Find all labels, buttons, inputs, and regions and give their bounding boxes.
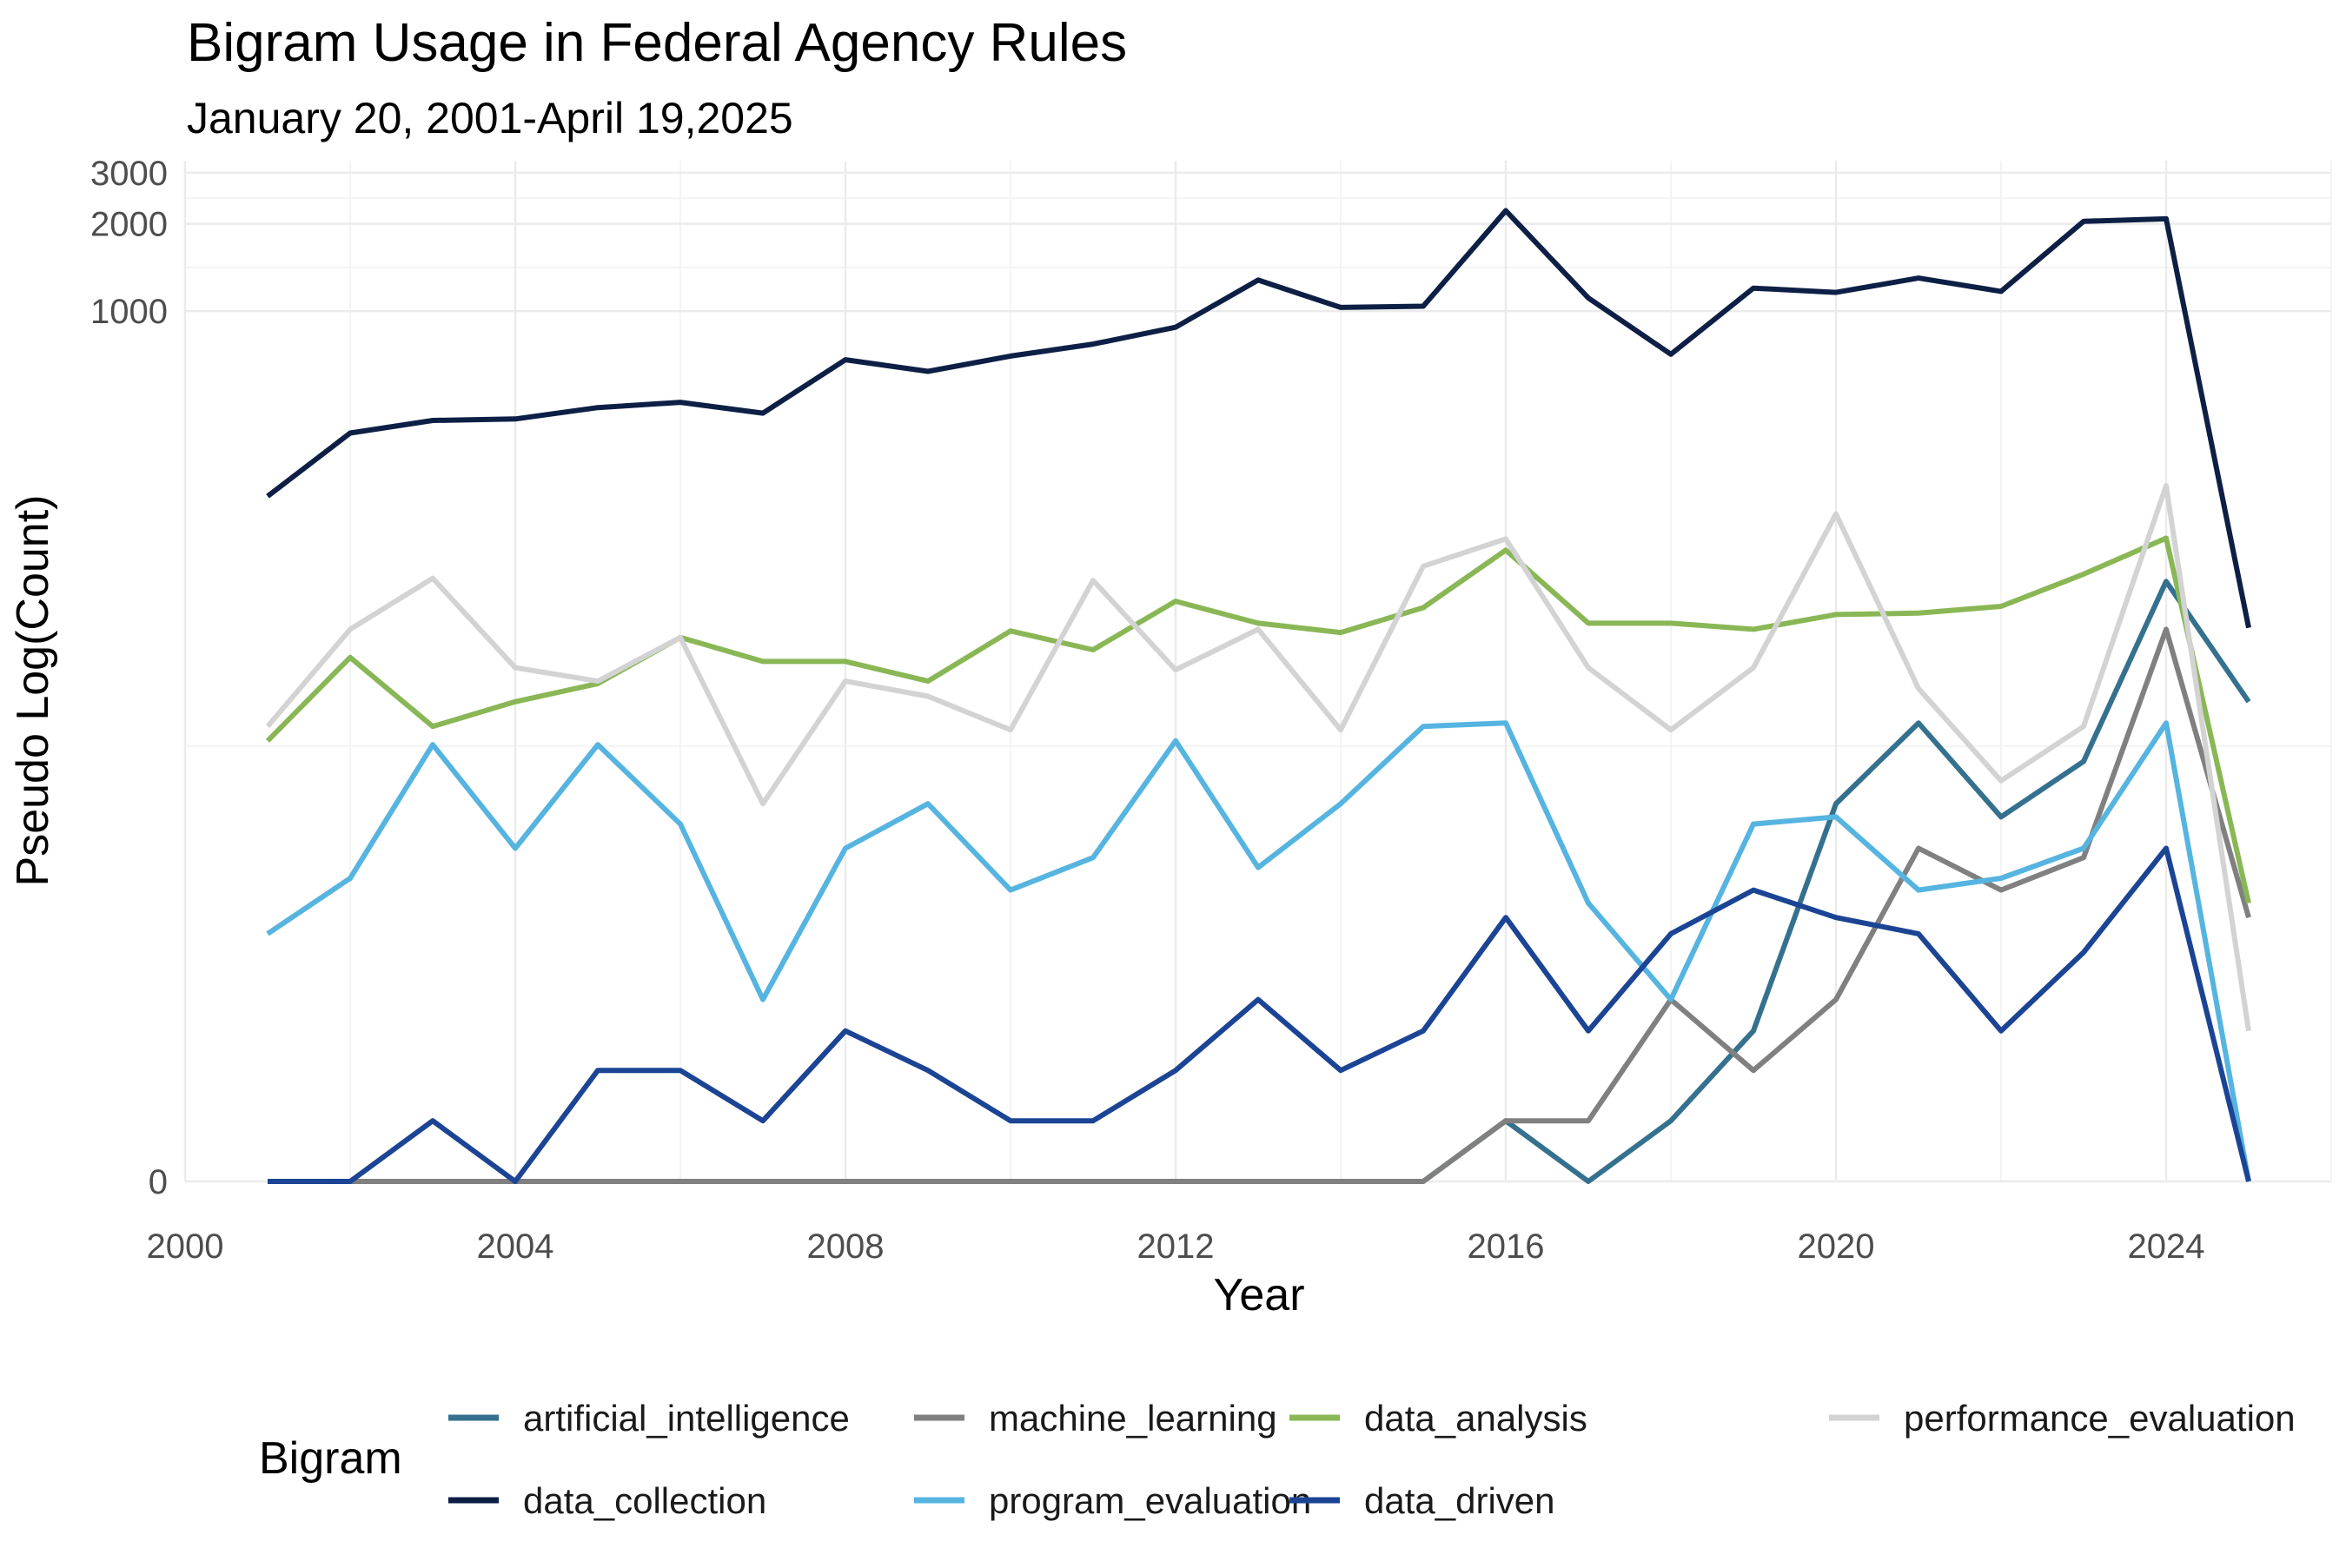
- legend-label-machine-learning: machine_learning: [989, 1398, 1277, 1439]
- y-tick-label: 2000: [90, 206, 168, 244]
- legend-title: Bigram: [259, 1433, 402, 1484]
- legend: artificial_intelligence data_collection ma…: [448, 1398, 2296, 1521]
- chart-title: Bigram Usage in Federal Agency Rules: [187, 13, 1127, 73]
- y-tick-label: 1000: [90, 293, 168, 331]
- legend-label-performance-evaluation: performance_evaluation: [1904, 1398, 2296, 1439]
- legend-label-data-analysis: data_analysis: [1364, 1398, 1587, 1439]
- x-tick-label: 2020: [1798, 1227, 1875, 1266]
- x-tick-label: 2012: [1137, 1227, 1215, 1266]
- x-tick-label: 2024: [2128, 1227, 2205, 1266]
- x-tick-label: 2000: [147, 1227, 224, 1266]
- series-line-data-analysis: [265, 535, 2251, 904]
- axis-ticks: 2000 2004 2008 2012 2016 2020 2024 0 1000 2000 300…: [90, 155, 2204, 1266]
- series-line-data-driven: [268, 845, 2251, 1184]
- legend-label-program-evaluation: program_evaluation: [989, 1480, 1311, 1521]
- series-line-performance-evaluation: [265, 483, 2251, 1032]
- series-line-data-collection: [266, 208, 2251, 629]
- y-axis-title: Pseudo Log(Count): [8, 495, 58, 887]
- series-line-program-evaluation: [266, 720, 2251, 1182]
- grid: [183, 161, 2332, 1183]
- series-line-artificial-intelligence: [268, 579, 2251, 1184]
- series-lines: [265, 208, 2251, 1184]
- chart-subtitle: January 20, 2001-April 19,2025: [187, 94, 793, 142]
- x-tick-label: 2008: [807, 1227, 885, 1266]
- y-tick-label: 0: [149, 1163, 168, 1201]
- x-axis-title: Year: [1213, 1270, 1304, 1320]
- legend-label-data-driven: data_driven: [1364, 1480, 1555, 1521]
- legend-label-artificial-intelligence: artificial_intelligence: [523, 1398, 850, 1439]
- series-line-machine-learning: [268, 626, 2251, 1184]
- x-tick-label: 2016: [1468, 1227, 1545, 1266]
- x-tick-label: 2004: [477, 1227, 554, 1266]
- legend-label-data-collection: data_collection: [523, 1480, 766, 1521]
- y-tick-label: 3000: [90, 155, 168, 193]
